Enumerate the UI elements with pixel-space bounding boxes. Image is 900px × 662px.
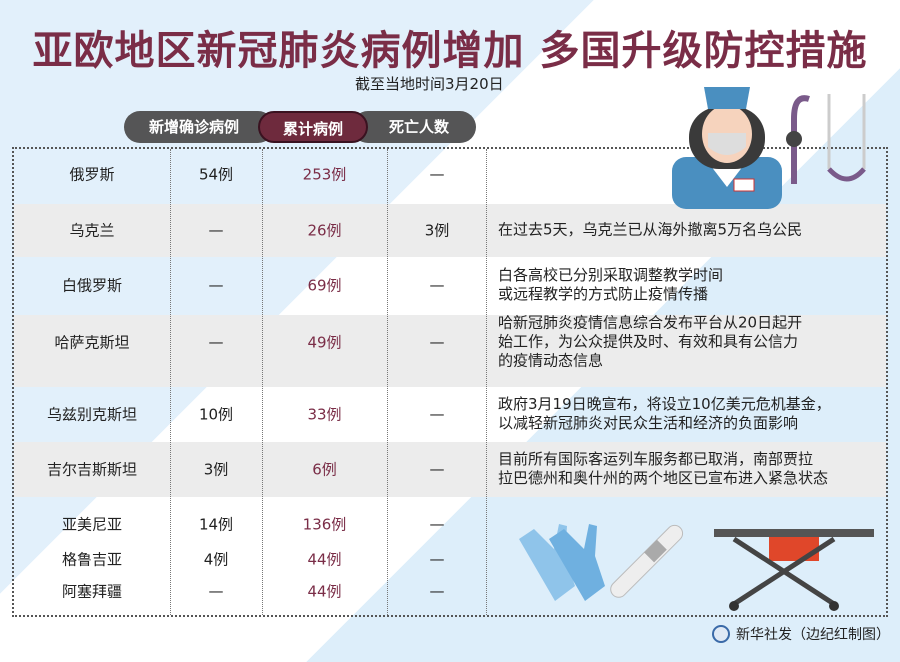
country-name: 吉尔吉斯斯坦 xyxy=(46,460,137,479)
cumulative-cases: 69例 xyxy=(307,276,342,295)
deaths: — xyxy=(429,550,445,568)
new-cases: 14例 xyxy=(198,515,234,534)
cumulative-cases: 136例 xyxy=(302,515,347,534)
country-name: 白俄罗斯 xyxy=(61,276,122,295)
note: 哈新冠肺炎疫情信息综合发布平台从20日起开 始工作，为公众提供及时、有效和具有公… xyxy=(498,313,803,370)
cumulative-cases: 26例 xyxy=(307,221,342,240)
page-title: 亚欧地区新冠肺炎病例增加 多国升级防控措施 xyxy=(32,28,868,74)
medical-supplies xyxy=(519,524,874,611)
note: 政府3月19日晚宣布，将设立10亿美元危机基金， 以减轻新冠肺炎对民众生活和经济… xyxy=(498,395,831,432)
new-cases: — xyxy=(208,221,224,239)
country-name: 亚美尼亚 xyxy=(61,515,122,534)
new-cases: — xyxy=(208,333,224,351)
deaths: — xyxy=(429,582,445,600)
credit: 新华社发（边纪红制图） xyxy=(712,624,890,644)
country-name: 格鲁吉亚 xyxy=(61,550,122,569)
deaths: — xyxy=(429,276,445,294)
new-cases: 54例 xyxy=(198,165,234,184)
new-cases: 3例 xyxy=(203,460,229,479)
country-name: 乌克兰 xyxy=(69,221,115,240)
deaths: — xyxy=(429,405,445,423)
cumulative-cases: 33例 xyxy=(307,405,342,424)
deaths: — xyxy=(429,460,445,478)
divider xyxy=(486,149,487,615)
deaths: — xyxy=(429,515,445,533)
credit-text: 新华社发（边纪红制图） xyxy=(736,627,890,643)
new-cases: — xyxy=(208,276,224,294)
row-shade xyxy=(14,315,886,387)
header-deaths: 死亡人数 xyxy=(352,111,476,143)
thermometer-icon xyxy=(610,524,684,598)
row-shade xyxy=(14,442,886,497)
cumulative-cases: 253例 xyxy=(302,165,347,184)
data-table: 俄罗斯 54例 253例 — 乌克兰 — 26例 3例 在过去5天，乌克兰已从海外撤离5万名乌公… xyxy=(12,87,888,617)
cumulative-cases: 49例 xyxy=(307,333,342,352)
note: 在过去5天，乌克兰已从海外撤离5万名乌公民 xyxy=(498,220,803,239)
cumulative-cases: 44例 xyxy=(307,582,342,601)
new-cases: — xyxy=(208,582,224,600)
divider xyxy=(262,149,263,615)
stretcher-icon xyxy=(714,529,874,611)
deaths: — xyxy=(429,165,445,183)
note: 目前所有国际客运列车服务都已取消，南部贾拉 拉巴德州和奥什州的两个地区已宣布进入… xyxy=(498,450,829,487)
stethoscope-icon xyxy=(786,94,866,184)
country-name: 乌兹别克斯坦 xyxy=(46,405,137,424)
divider xyxy=(387,149,388,615)
country-name: 俄罗斯 xyxy=(69,165,115,184)
deaths: 3例 xyxy=(424,221,450,240)
note: 白各高校已分别采取调整教学时间 或远程教学的方式防止疫情传播 xyxy=(498,266,724,303)
nurse-illustration xyxy=(672,87,782,209)
column-headers: 新增确诊病例 累计病例 死亡人数 xyxy=(124,111,476,143)
header-new-cases: 新增确诊病例 xyxy=(124,111,274,143)
gloves-icon xyxy=(519,524,605,601)
cumulative-cases: 6例 xyxy=(312,460,337,479)
divider xyxy=(170,149,171,615)
country-name: 哈萨克斯坦 xyxy=(54,333,130,352)
row-shade xyxy=(14,204,886,257)
deaths: — xyxy=(429,333,445,351)
cumulative-cases: 44例 xyxy=(307,550,342,569)
xinhua-logo-icon xyxy=(712,625,730,643)
subtitle: 截至当地时间3月20日 xyxy=(355,75,504,93)
header-cumulative: 累计病例 xyxy=(258,111,368,143)
country-name: 阿塞拜疆 xyxy=(61,582,122,601)
new-cases: 4例 xyxy=(203,550,229,569)
new-cases: 10例 xyxy=(198,405,234,424)
